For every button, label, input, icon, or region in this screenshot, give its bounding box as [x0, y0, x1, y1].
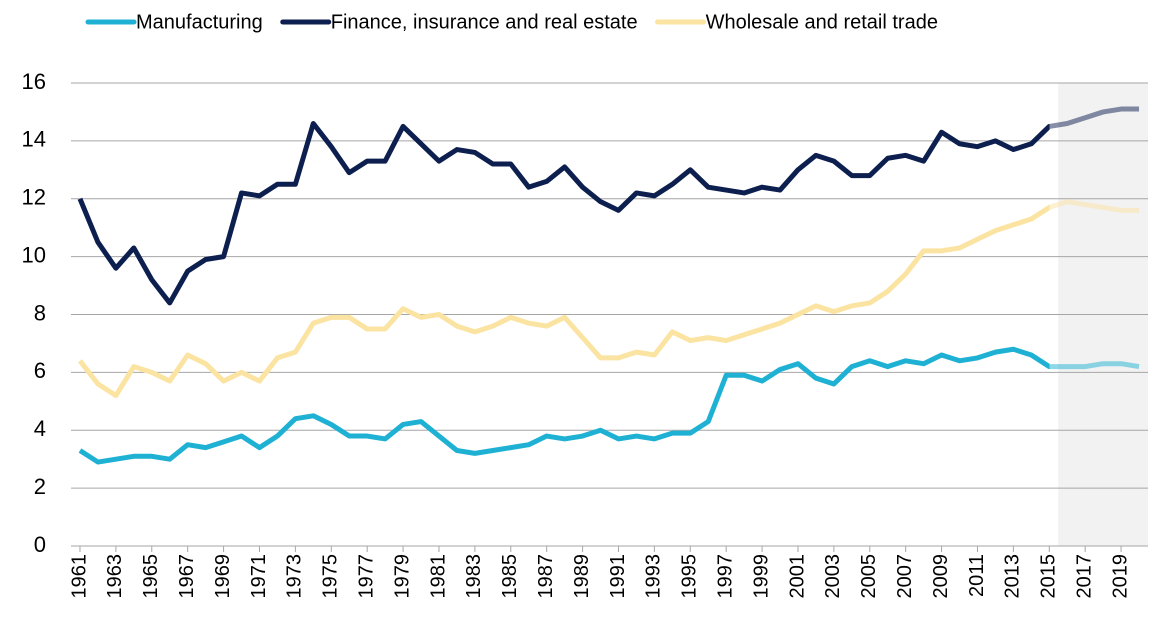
x-tick-label: 2017: [1073, 554, 1095, 599]
y-tick-label: 8: [34, 300, 46, 325]
y-tick-label: 0: [34, 532, 46, 557]
x-tick-label: 1977: [355, 554, 377, 599]
x-tick-label: 1999: [750, 554, 772, 599]
x-tick-label: 1965: [140, 554, 162, 599]
x-tick-label: 1997: [714, 554, 736, 599]
x-tick-label: 2001: [786, 554, 808, 599]
y-tick-label: 12: [22, 185, 46, 210]
x-tick-label: 2015: [1038, 554, 1060, 599]
x-tick-label: 2019: [1109, 554, 1131, 599]
y-tick-label: 10: [22, 242, 46, 267]
x-tick-label: 1963: [104, 554, 126, 599]
x-tick-label: 1967: [176, 554, 198, 599]
x-tick-label: 2007: [894, 554, 916, 599]
x-tick-label: 1989: [571, 554, 593, 599]
x-tick-label: 1983: [463, 554, 485, 599]
y-tick-label: 14: [22, 127, 46, 152]
x-tick-label: 2009: [930, 554, 952, 599]
x-tick-label: 1975: [320, 554, 342, 599]
legend-label: Finance, insurance and real estate: [331, 11, 638, 33]
y-tick-label: 2: [34, 474, 46, 499]
series-line: [78, 346, 1140, 465]
x-tick-label: 1961: [68, 554, 90, 599]
y-tick-label: 16: [22, 69, 46, 94]
x-tick-label: 1973: [284, 554, 306, 599]
legend-label: Wholesale and retail trade: [706, 11, 938, 33]
x-tick-label: 1969: [212, 554, 234, 599]
x-tick-label: 1985: [499, 554, 521, 599]
series-line: [77, 106, 1140, 306]
x-tick-label: 1991: [607, 554, 629, 599]
x-tick-label: 2005: [858, 554, 880, 599]
x-tick-label: 1987: [535, 554, 557, 599]
y-tick-label: 6: [34, 358, 46, 383]
x-tick-label: 1979: [391, 554, 413, 599]
x-tick-label: 1971: [248, 554, 270, 599]
x-tick-label: 1995: [679, 554, 701, 599]
series-line: [77, 199, 1140, 399]
legend-label: Manufacturing: [136, 11, 263, 33]
x-tick-label: 1993: [643, 554, 665, 599]
x-tick-label: 2013: [1002, 554, 1024, 599]
x-tick-label: 1981: [427, 554, 449, 599]
x-tick-label: 2011: [966, 554, 988, 597]
x-tick-label: 2003: [822, 554, 844, 599]
y-tick-label: 4: [34, 416, 46, 441]
